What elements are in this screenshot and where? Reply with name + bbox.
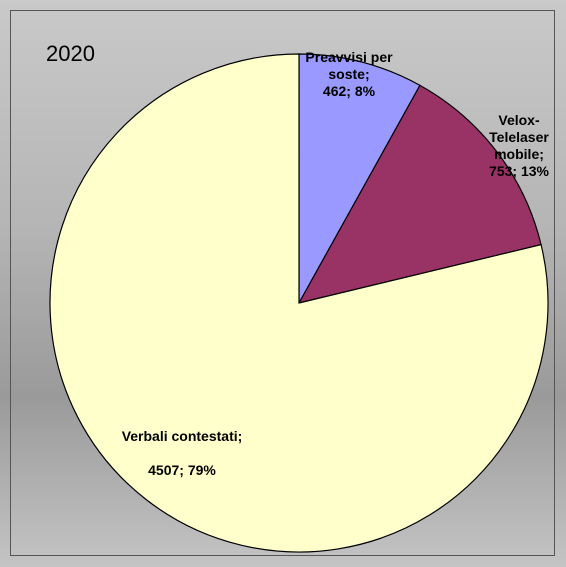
- slice-label: Preavvisi per soste;: [305, 49, 393, 82]
- pie-slice: [297, 84, 542, 304]
- slice-label: Verbali contestati;: [121, 428, 243, 444]
- pie-slice: [49, 53, 549, 553]
- value-label: 4507; 79%: [148, 462, 216, 478]
- value-label: 462; 8%: [322, 83, 376, 99]
- slice-label: Velox-Telelaser mobile;: [489, 112, 549, 162]
- chart-frame: [10, 10, 555, 556]
- chart-title: 2020: [46, 41, 95, 66]
- value-label: 753; 13%: [489, 163, 549, 179]
- pie-slice: [298, 53, 421, 306]
